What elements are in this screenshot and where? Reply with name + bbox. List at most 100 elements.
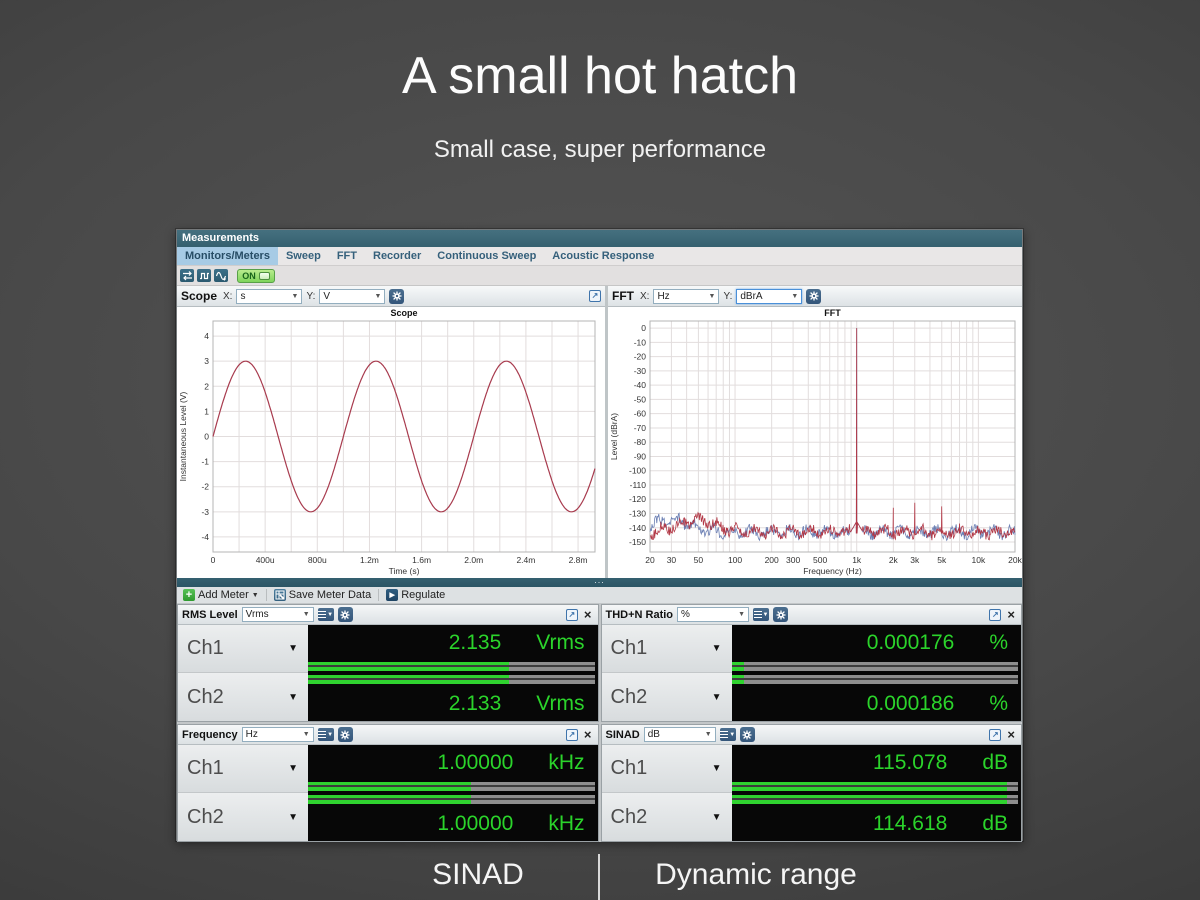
frequency-ch2-selector[interactable]: Ch2 ▼ xyxy=(178,793,308,841)
frequency-body: Ch1 ▼ 1.00000 kHz Ch2 ▼ 1.00000 kHz xyxy=(178,745,598,841)
regulate-button[interactable]: ▶ Regulate xyxy=(383,589,448,601)
add-meter-button[interactable]: + Add Meter ▼ xyxy=(180,589,262,601)
sinad-ch1-selector[interactable]: Ch1 ▼ xyxy=(601,745,732,793)
display-style-icon[interactable]: ▼ xyxy=(753,608,770,621)
display-style-icon[interactable]: ▼ xyxy=(317,608,334,621)
rms-popout-icon[interactable]: ↗ xyxy=(565,608,578,621)
play-icon: ▶ xyxy=(386,589,399,601)
rms-ch1-selector[interactable]: Ch1 ▼ xyxy=(178,625,308,673)
display-style-icon[interactable]: ▼ xyxy=(317,728,334,741)
panel-splitter-handle[interactable]: ... xyxy=(177,576,1022,587)
svg-text:20k: 20k xyxy=(1008,555,1022,565)
scope-popout-icon[interactable]: ↗ xyxy=(589,290,601,302)
svg-text:-30: -30 xyxy=(634,366,647,376)
plus-icon: + xyxy=(183,589,195,601)
svg-text:1: 1 xyxy=(204,406,209,416)
fft-panel-title: FFT xyxy=(612,289,634,303)
chevron-down-icon: ▼ xyxy=(288,811,298,823)
svg-text:-2: -2 xyxy=(201,482,209,492)
svg-text:100: 100 xyxy=(728,555,742,565)
fft-x-unit-value: Hz xyxy=(657,290,670,302)
rms-unit-select[interactable]: Vrms ▼ xyxy=(241,607,314,622)
frequency-unit-select[interactable]: Hz ▼ xyxy=(241,727,314,742)
tab-sweep[interactable]: Sweep xyxy=(285,250,321,262)
svg-text:FFT: FFT xyxy=(824,308,841,318)
rms-ch2-display: 2.133 Vrms xyxy=(308,686,598,721)
window-titlebar: Measurements xyxy=(177,230,1022,247)
sinad-settings-gear-icon[interactable] xyxy=(739,727,755,742)
sinad-ch2-bar xyxy=(731,793,1021,806)
fft-y-unit-value: dBrA xyxy=(740,290,763,302)
tab-bar: Monitors/Meters Sweep FFT Recorder Conti… xyxy=(177,247,1022,266)
sinad-popout-icon[interactable]: ↗ xyxy=(989,728,1002,741)
frequency-meter: Frequency Hz ▼ ▼ ↗ × Ch1 ▼ 1.00000 kHz xyxy=(177,724,599,842)
save-meter-data-button[interactable]: Save Meter Data xyxy=(271,589,375,601)
svg-text:30: 30 xyxy=(667,555,677,565)
thdn-unit-select[interactable]: % ▼ xyxy=(677,607,750,622)
chevron-down-icon: ▼ xyxy=(251,591,259,599)
sinad-header: SINAD dB ▼ ▼ ↗ × xyxy=(601,725,1021,745)
thdn-popout-icon[interactable]: ↗ xyxy=(989,608,1002,621)
fft-x-unit-select[interactable]: Hz ▼ xyxy=(653,288,720,304)
rms-settings-gear-icon[interactable] xyxy=(337,607,353,622)
generator-on-toggle[interactable]: ON xyxy=(237,268,275,283)
measurements-window: Measurements Monitors/Meters Sweep FFT R… xyxy=(176,229,1023,842)
fft-y-unit-select[interactable]: dBrA ▼ xyxy=(736,288,803,304)
tab-monitors-meters[interactable]: Monitors/Meters xyxy=(177,247,278,265)
scope-y-unit-select[interactable]: V ▼ xyxy=(319,288,386,304)
frequency-close-icon[interactable]: × xyxy=(583,726,592,742)
scope-y-unit-value: V xyxy=(323,290,331,302)
tab-acoustic-response[interactable]: Acoustic Response xyxy=(552,250,655,262)
rms-ch2-selector[interactable]: Ch2 ▼ xyxy=(178,673,308,721)
sinad-ch2-selector[interactable]: Ch2 ▼ xyxy=(601,793,732,841)
chevron-down-icon: ▼ xyxy=(288,763,298,774)
svg-text:1k: 1k xyxy=(852,555,862,565)
scope-x-label: X: xyxy=(223,290,233,302)
sinad-ch2-label: Ch2 xyxy=(610,805,648,828)
svg-text:-150: -150 xyxy=(629,537,646,547)
scope-panel-header: Scope X: s ▼ Y: V ▼ ↗ xyxy=(177,286,605,307)
thdn-close-icon[interactable]: × xyxy=(1007,606,1015,622)
tab-fft[interactable]: FFT xyxy=(336,250,357,262)
chevron-down-icon: ▼ xyxy=(288,691,298,703)
scope-x-unit-value: s xyxy=(240,290,246,302)
svg-text:Frequency (Hz): Frequency (Hz) xyxy=(803,566,862,576)
svg-text:-120: -120 xyxy=(629,494,646,504)
fft-settings-gear-icon[interactable] xyxy=(806,288,822,304)
svg-text:1.2m: 1.2m xyxy=(360,555,379,565)
svg-text:300: 300 xyxy=(786,555,800,565)
scope-settings-gear-icon[interactable] xyxy=(389,288,405,304)
rms-close-icon[interactable]: × xyxy=(583,606,592,622)
square-wave-icon[interactable] xyxy=(197,269,211,282)
chevron-down-icon: ▼ xyxy=(711,643,722,654)
io-loop-icon[interactable] xyxy=(180,269,194,282)
stats-divider xyxy=(598,854,600,900)
thdn-ch1-selector[interactable]: Ch1 ▼ xyxy=(601,625,732,673)
frequency-popout-icon[interactable]: ↗ xyxy=(565,728,578,741)
svg-text:-100: -100 xyxy=(629,466,646,476)
generator-sine-icon[interactable] xyxy=(214,269,228,282)
svg-text:-110: -110 xyxy=(630,480,647,490)
frequency-ch1-bar xyxy=(308,780,598,793)
sinad-close-icon[interactable]: × xyxy=(1007,726,1015,742)
frequency-settings-gear-icon[interactable] xyxy=(337,727,353,742)
display-style-icon[interactable]: ▼ xyxy=(719,728,736,741)
thdn-ch2-label: Ch2 xyxy=(610,685,648,708)
tab-recorder[interactable]: Recorder xyxy=(373,250,422,262)
thdn-ratio-meter: THD+N Ratio % ▼ ▼ ↗ × Ch1 ▼ 0.000176 % xyxy=(600,604,1022,722)
svg-text:-20: -20 xyxy=(634,352,647,362)
thdn-ch2-selector[interactable]: Ch2 ▼ xyxy=(601,673,732,721)
frequency-unit-value: Hz xyxy=(245,729,258,740)
on-toggle-label: ON xyxy=(242,270,256,281)
meters-grid: RMS Level Vrms ▼ ▼ ↗ × Ch1 ▼ 2.135 Vrms xyxy=(177,604,1022,842)
chevron-down-icon: ▼ xyxy=(738,611,746,618)
svg-text:-70: -70 xyxy=(634,423,647,433)
thdn-settings-gear-icon[interactable] xyxy=(773,607,789,622)
thdn-unit-value: % xyxy=(681,609,690,620)
chevron-down-icon: ▼ xyxy=(374,292,382,300)
rms-level-title: RMS Level xyxy=(182,608,238,621)
scope-x-unit-select[interactable]: s ▼ xyxy=(236,288,303,304)
frequency-ch1-selector[interactable]: Ch1 ▼ xyxy=(178,745,308,793)
sinad-unit-select[interactable]: dB ▼ xyxy=(643,727,716,742)
tab-continuous-sweep[interactable]: Continuous Sweep xyxy=(437,250,537,262)
